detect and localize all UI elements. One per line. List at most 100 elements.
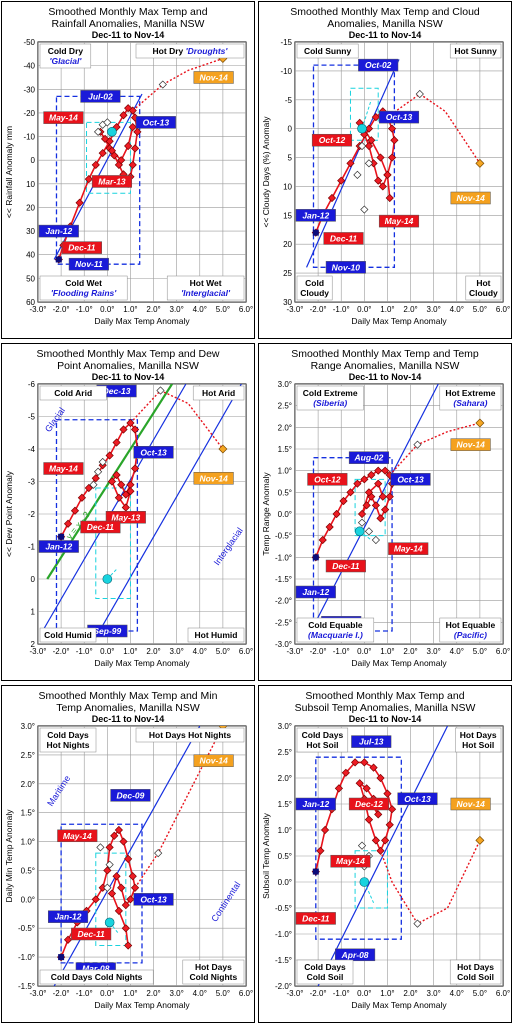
data-point bbox=[105, 843, 114, 852]
quadrant-label: (Macquarie I.) bbox=[308, 630, 363, 640]
quadrant-label-box bbox=[449, 43, 502, 59]
x-tick-label: 2.0° bbox=[146, 647, 160, 656]
point-label: Jan-12 bbox=[302, 587, 329, 597]
x-tick-label: 3.0° bbox=[170, 305, 184, 314]
y-tick-label: 0.0° bbox=[278, 510, 292, 519]
point-label: Dec-12 bbox=[355, 799, 383, 809]
data-point-hollow bbox=[93, 467, 103, 476]
x-tick-label: -1.0° bbox=[333, 989, 350, 998]
data-point bbox=[70, 506, 80, 515]
point-label-box bbox=[193, 472, 234, 485]
data-point bbox=[376, 773, 385, 783]
point-label-box bbox=[80, 520, 121, 534]
data-point bbox=[387, 124, 397, 133]
point-label: Nov-14 bbox=[456, 440, 485, 450]
data-point bbox=[390, 136, 399, 145]
data-point bbox=[381, 505, 390, 514]
range-rect-inner bbox=[354, 850, 388, 909]
chart-title: Temp Anomalies, Manilla NSW bbox=[56, 702, 200, 714]
data-point bbox=[128, 160, 137, 170]
point-label-box bbox=[61, 241, 102, 254]
x-axis-label: Daily Max Temp Anomaly bbox=[351, 1000, 447, 1010]
data-point bbox=[91, 160, 100, 170]
data-point-hollow bbox=[156, 386, 165, 395]
point-label: Nov-14 bbox=[199, 72, 228, 82]
mean-marker bbox=[102, 574, 113, 584]
mean-marker bbox=[107, 127, 117, 137]
data-point bbox=[107, 889, 117, 898]
data-point bbox=[126, 418, 135, 428]
data-point bbox=[107, 477, 117, 486]
point-label-box bbox=[295, 585, 336, 599]
x-tick-label: 3.0° bbox=[427, 647, 441, 656]
data-point bbox=[112, 470, 121, 480]
point-label: Apr-08 bbox=[341, 950, 369, 960]
y-tick-label: -0.5° bbox=[275, 904, 292, 913]
trend-line bbox=[95, 384, 242, 638]
point-label-box bbox=[325, 559, 366, 573]
quadrant-label: Hot Dry 'Droughts' bbox=[153, 46, 229, 56]
data-point bbox=[337, 176, 346, 185]
data-point bbox=[130, 464, 140, 473]
x-tick-label: 6.0° bbox=[496, 989, 510, 998]
x-tick-label: 5.0° bbox=[473, 305, 487, 314]
y-tick-label: 15 bbox=[283, 211, 292, 220]
y-tick-label: -20 bbox=[23, 109, 35, 118]
point-label: Nov-14 bbox=[456, 193, 485, 203]
data-point bbox=[114, 906, 123, 915]
quadrant-label: Cold Humid bbox=[44, 630, 92, 640]
series-dotted-path bbox=[387, 93, 481, 164]
quadrant-label: Hot Sunny bbox=[454, 46, 497, 56]
quadrant-label: Cold bbox=[305, 278, 324, 288]
data-point-hollow bbox=[371, 535, 380, 545]
chart-title: Smoothed Monthly Max Temp and Min bbox=[39, 690, 218, 702]
chart-subtitle: Dec-11 to Nov-14 bbox=[349, 372, 422, 382]
data-point bbox=[383, 789, 392, 798]
point-label-box bbox=[295, 797, 336, 811]
data-point bbox=[353, 479, 362, 488]
quadrant-label: Hot Days Hot Nights bbox=[149, 730, 231, 740]
quadrant-label: Cold Days Cold Nights bbox=[51, 972, 143, 982]
chart-title: Anomalies, Manilla NSW bbox=[327, 18, 443, 30]
data-point bbox=[130, 883, 140, 892]
data-point bbox=[318, 535, 327, 545]
chart-subtitle: Dec-11 to Nov-14 bbox=[92, 714, 165, 724]
point-label: Oct-13 bbox=[140, 447, 167, 457]
point-label-box bbox=[307, 473, 348, 486]
point-label-box bbox=[311, 133, 353, 147]
start-marker bbox=[312, 229, 319, 236]
point-label: Dec-11 bbox=[302, 913, 330, 923]
mean-marker bbox=[354, 526, 365, 537]
data-point bbox=[364, 815, 374, 824]
data-point bbox=[387, 805, 397, 814]
x-tick-label: 1.0° bbox=[123, 647, 137, 656]
data-point bbox=[387, 153, 397, 162]
x-tick-label: -3.0° bbox=[287, 305, 304, 314]
x-tick-label: 5.0° bbox=[473, 647, 487, 656]
quadrant-label: (Siberia) bbox=[313, 398, 347, 408]
y-tick-label: -4 bbox=[28, 445, 36, 454]
point-label-box bbox=[358, 58, 399, 72]
y-tick-label: 0.0° bbox=[21, 895, 35, 904]
data-point bbox=[77, 493, 87, 502]
y-tick-label: 2.5° bbox=[278, 402, 292, 411]
x-tick-label: 4.0° bbox=[450, 305, 464, 314]
point-label-box bbox=[43, 111, 84, 124]
point-label-box bbox=[68, 257, 109, 271]
data-point bbox=[119, 111, 128, 120]
point-label-box bbox=[390, 473, 431, 486]
quadrant-label: Hot Equable bbox=[446, 620, 496, 630]
y-tick-label: -5 bbox=[285, 96, 293, 105]
data-point bbox=[121, 924, 130, 933]
data-point bbox=[341, 768, 350, 777]
chart-subtitle: Dec-11 to Nov-14 bbox=[349, 30, 422, 40]
y-axis-label: << Cloudy Days (%) Anomaly bbox=[261, 116, 271, 228]
point-label: Oct-12 bbox=[319, 135, 346, 145]
point-label: May-14 bbox=[49, 464, 78, 474]
quadrant-label-box bbox=[187, 627, 245, 643]
data-point bbox=[112, 872, 121, 881]
point-label: May-14 bbox=[394, 544, 423, 554]
y-tick-label: 0 bbox=[288, 125, 293, 134]
y-tick-label: 2.5° bbox=[21, 751, 35, 760]
